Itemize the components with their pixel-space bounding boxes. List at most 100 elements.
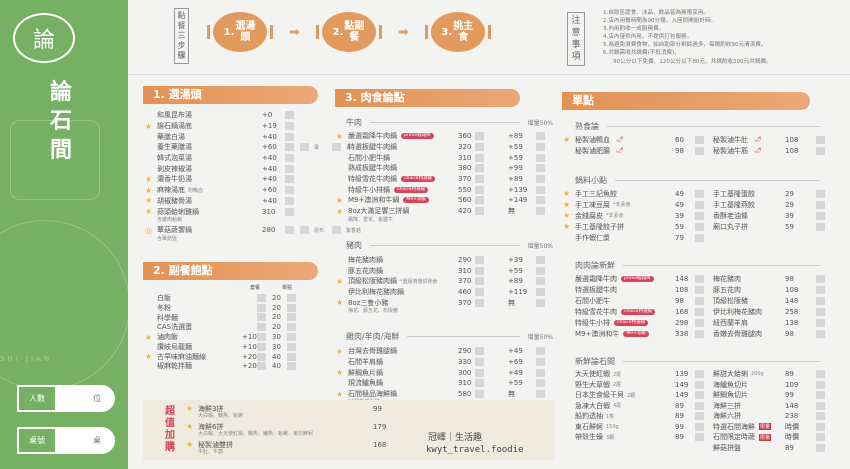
order-checkbox[interactable]: [816, 285, 825, 294]
increase-checkbox[interactable]: [536, 390, 545, 399]
order-checkbox[interactable]: [695, 412, 704, 421]
alacarte-item[interactable]: 大天使紅蝦 2尾 139: [575, 369, 713, 380]
order-checkbox[interactable]: [285, 143, 294, 152]
alacarte-item[interactable]: ★ 金錢腐皮 *非素食 39: [563, 210, 713, 221]
meat-item[interactable]: 熟成板腱牛肉鍋 380 +99: [348, 163, 553, 174]
option-checkbox[interactable]: [300, 226, 309, 235]
single-checkbox[interactable]: [287, 352, 296, 361]
order-checkbox[interactable]: [816, 329, 825, 338]
side-item[interactable]: 椒麻乾拌麵 +20 40: [157, 362, 317, 372]
addon-item[interactable]: ★ 海鮮3拼 99: [186, 404, 393, 413]
order-checkbox[interactable]: [816, 189, 825, 198]
alacarte-item[interactable]: 石間限定時蔬 限量 時價: [713, 432, 828, 443]
order-checkbox[interactable]: [695, 135, 704, 144]
order-checkbox[interactable]: [816, 211, 825, 220]
increase-checkbox[interactable]: [536, 368, 545, 377]
order-checkbox[interactable]: [816, 391, 825, 400]
order-checkbox[interactable]: [475, 255, 484, 264]
order-checkbox[interactable]: [816, 380, 825, 389]
set-checkbox[interactable]: [257, 303, 266, 312]
order-checkbox[interactable]: [816, 222, 825, 231]
order-checkbox[interactable]: [285, 132, 294, 141]
option-checkbox[interactable]: [300, 143, 309, 152]
set-checkbox[interactable]: [257, 352, 266, 361]
soup-item[interactable]: 養生藥膳湯 +60 葷素: [157, 143, 352, 152]
alacarte-item[interactable]: 廟口丸子拼 59: [713, 221, 828, 232]
table-number-field[interactable]: 桌號 桌: [17, 427, 115, 454]
order-checkbox[interactable]: [475, 347, 484, 356]
alacarte-item[interactable]: 海鮮三拼 148: [713, 401, 828, 412]
order-checkbox[interactable]: [285, 164, 294, 173]
order-checkbox[interactable]: [816, 296, 825, 305]
order-checkbox[interactable]: [816, 401, 825, 410]
alacarte-item[interactable]: ★ 手工凍豆腐 *非素食 49: [563, 199, 713, 210]
order-checkbox[interactable]: [475, 207, 484, 216]
meat-item[interactable]: 石間小肥牛鍋 310 +59: [348, 152, 553, 163]
order-checkbox[interactable]: [695, 422, 704, 431]
soup-item[interactable]: ◎ 蕈菇蔬饗鍋 280 昆布 紫香菇: [145, 225, 362, 235]
soup-item[interactable]: ★ 麻辣湯底 附鴨血 +60: [145, 185, 317, 196]
order-checkbox[interactable]: [695, 285, 704, 294]
order-checkbox[interactable]: [695, 146, 704, 155]
alacarte-item[interactable]: 鮮鯛魚切片 99: [713, 390, 828, 401]
alacarte-item[interactable]: 頂級松阪豬 148: [713, 295, 828, 306]
alacarte-item[interactable]: 豚五花肉 108: [713, 284, 828, 295]
set-checkbox[interactable]: [257, 323, 266, 332]
side-item[interactable]: ★ 古早味麻油麵線 +20 40: [145, 352, 317, 362]
alacarte-item[interactable]: 鮮菇拼盤 89: [713, 443, 828, 454]
alacarte-item[interactable]: ★ 秘製滷鴨血 🌶 60: [563, 134, 713, 145]
order-checkbox[interactable]: [475, 164, 484, 173]
order-checkbox[interactable]: [475, 266, 484, 275]
order-checkbox[interactable]: [475, 143, 484, 152]
increase-checkbox[interactable]: [536, 379, 545, 388]
soup-item[interactable]: ★ 蒜頭蛤蜊雞鍋 310: [145, 206, 317, 217]
meat-item[interactable]: ★ M9+澳洲和牛鍋 M9+等級 560 +149: [336, 195, 553, 206]
alacarte-item[interactable]: 急凍大白蝦 4尾 89: [575, 401, 713, 412]
side-item[interactable]: 讚岐烏龍麵 +10 30: [157, 342, 317, 352]
increase-checkbox[interactable]: [536, 298, 545, 307]
soup-item[interactable]: 剝皮辣椒湯 +40: [157, 163, 317, 174]
alacarte-item[interactable]: 梅花豬肉 98: [713, 273, 828, 284]
order-checkbox[interactable]: [695, 380, 704, 389]
order-checkbox[interactable]: [475, 277, 484, 286]
order-checkbox[interactable]: [475, 298, 484, 307]
side-item[interactable]: 白飯 20: [157, 293, 317, 303]
meat-item[interactable]: 特選板腱牛肉鍋 320 +59: [348, 142, 553, 153]
side-item[interactable]: 冬粉 20: [157, 303, 317, 313]
order-checkbox[interactable]: [285, 207, 294, 216]
increase-checkbox[interactable]: [536, 266, 545, 275]
alacarte-item[interactable]: 秘製滷肥腸 🌶 98: [575, 145, 713, 156]
increase-checkbox[interactable]: [536, 196, 545, 205]
side-item[interactable]: ★ 滷肉飯 +10 30: [145, 332, 317, 342]
meat-item[interactable]: ★ 台灣去骨雞腿鍋 290 +49: [336, 346, 553, 357]
order-checkbox[interactable]: [695, 189, 704, 198]
order-checkbox[interactable]: [475, 196, 484, 205]
meat-item[interactable]: ★ 鮮鯛魚片鍋 300 +49: [336, 367, 553, 378]
alacarte-item[interactable]: 海鮮六拼 238: [713, 411, 828, 422]
order-checkbox[interactable]: [475, 153, 484, 162]
option-checkbox[interactable]: [332, 143, 341, 152]
alacarte-item[interactable]: 特選板腱牛肉 108: [575, 284, 713, 295]
order-checkbox[interactable]: [475, 185, 484, 194]
order-checkbox[interactable]: [285, 122, 294, 131]
set-checkbox[interactable]: [257, 362, 266, 371]
alacarte-item[interactable]: 手作蝦仁漿 79: [575, 232, 713, 243]
addon-item[interactable]: ★ 秘製滷雙拼 168: [186, 440, 393, 449]
side-item[interactable]: CAS洗選蛋 20: [157, 322, 317, 332]
alacarte-item[interactable]: 特級牛小排 choice特選級 298: [575, 317, 713, 328]
meat-item[interactable]: 特級牛小排鍋 choice特選級 550 +139: [348, 184, 553, 195]
increase-checkbox[interactable]: [536, 132, 545, 141]
order-checkbox[interactable]: [816, 412, 825, 421]
order-checkbox[interactable]: [816, 318, 825, 327]
alacarte-item[interactable]: 紐西蘭羊肩 138: [713, 317, 828, 328]
alacarte-item[interactable]: ★ 手工基隆餃子拼 59: [563, 221, 713, 232]
order-checkbox[interactable]: [816, 135, 825, 144]
alacarte-item[interactable]: 石間小肥牛 98: [575, 295, 713, 306]
meat-item[interactable]: 石間羊肩鍋 330 +69: [348, 357, 553, 368]
alacarte-item[interactable]: 野生大草蝦 2尾 149: [575, 380, 713, 391]
order-checkbox[interactable]: [816, 433, 825, 442]
set-checkbox[interactable]: [257, 313, 266, 322]
meat-item[interactable]: 特級雪花牛肉鍋 choice特選級 370 +89: [348, 174, 553, 185]
alacarte-item[interactable]: 特選石間海鮮 限量 時價: [713, 422, 828, 433]
order-checkbox[interactable]: [816, 422, 825, 431]
